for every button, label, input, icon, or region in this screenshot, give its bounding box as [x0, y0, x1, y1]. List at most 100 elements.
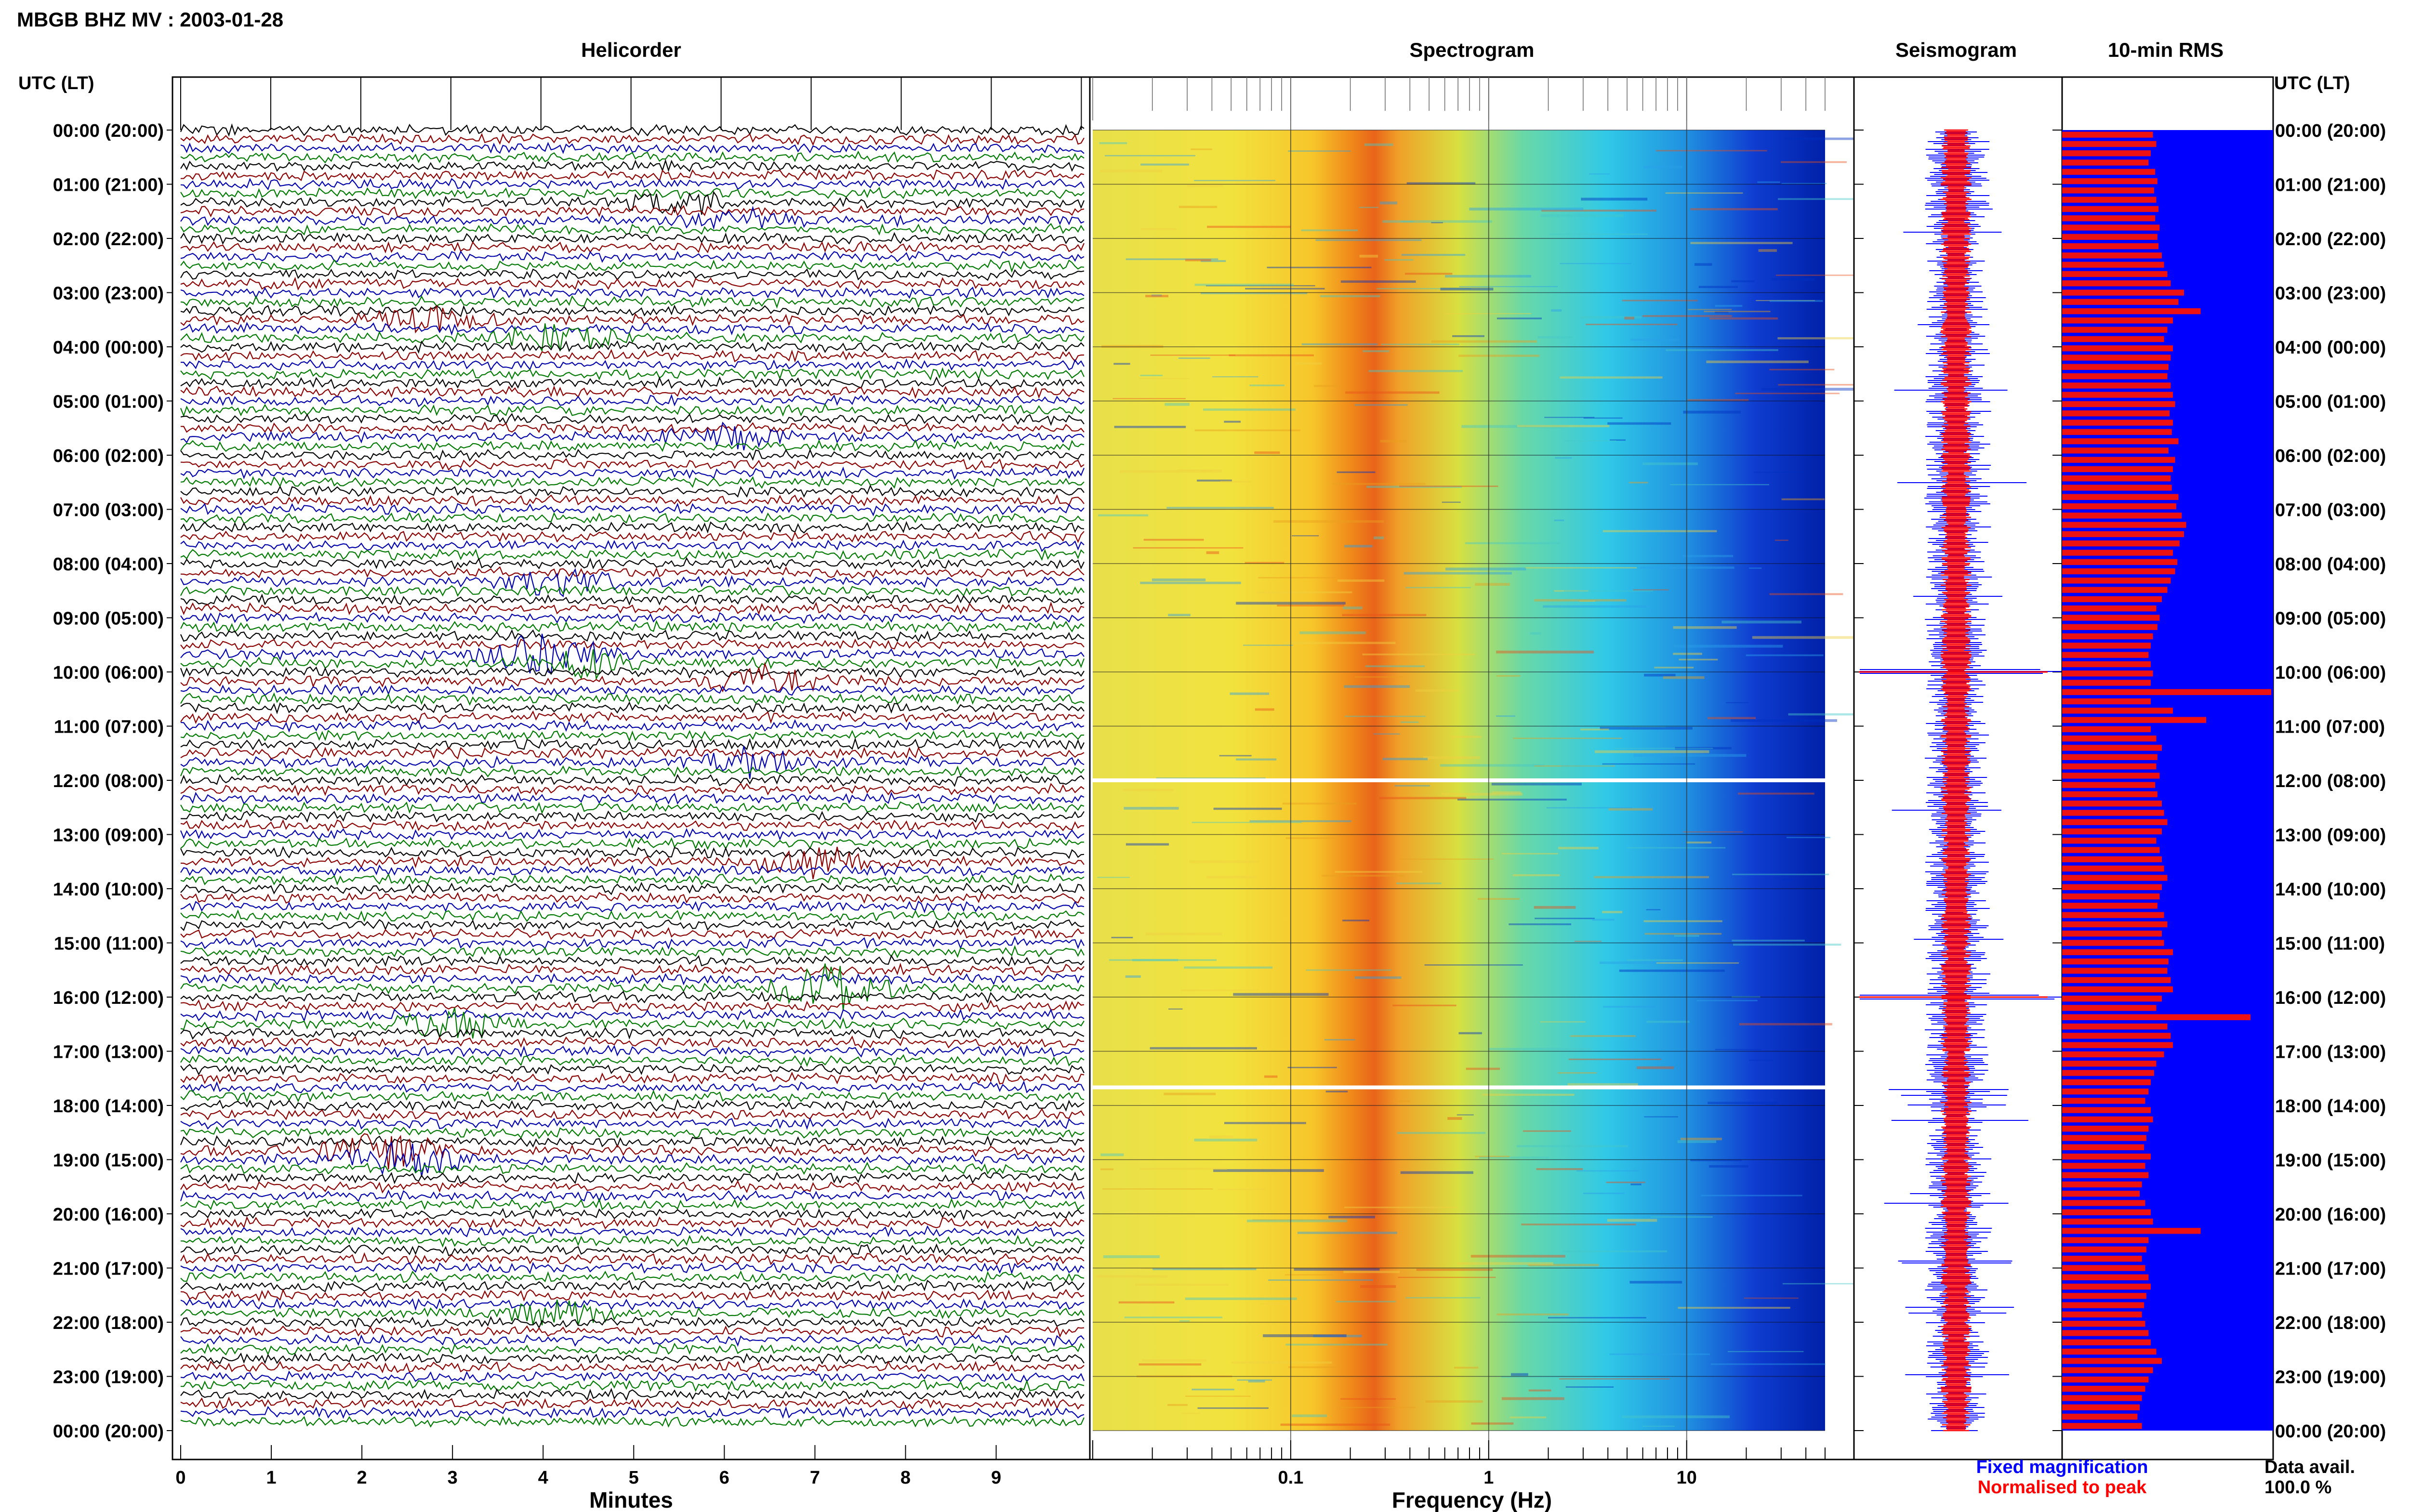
spectrogram-speckle	[1237, 1379, 1272, 1381]
helicorder-trace	[180, 206, 1085, 230]
spectrogram-speckle	[1642, 315, 1732, 317]
time-label-right: 00:00 (20:00)	[2275, 121, 2386, 141]
spectrogram-speckle	[1205, 285, 1315, 287]
spectrogram-speckle	[1530, 632, 1541, 635]
spectrogram-speckle	[1721, 620, 1801, 624]
spectrogram-speckle	[1594, 750, 1709, 753]
helicorder-tick-label: 5	[629, 1468, 639, 1488]
spectrogram-speckle	[1133, 547, 1244, 549]
helicorder-trace	[180, 1080, 1085, 1093]
time-label-right: 12:00 (08:00)	[2275, 771, 2386, 791]
rms-bar	[2062, 355, 2171, 361]
spectrogram-speckle	[1619, 969, 1725, 972]
spectrogram-speckle	[1769, 368, 1835, 370]
helicorder-trace	[180, 873, 1085, 886]
rms-bar	[2062, 717, 2206, 723]
spectrogram-speckle	[1551, 309, 1562, 312]
rms-bar	[2062, 522, 2186, 528]
rms-bar	[2062, 1200, 2145, 1206]
time-label-left: 20:00 (16:00)	[53, 1205, 164, 1225]
helicorder-tick-label: 4	[538, 1468, 548, 1488]
spectrogram-speckle	[1774, 539, 1788, 541]
rms-bar	[2062, 587, 2168, 593]
time-label-right: 19:00 (15:00)	[2275, 1151, 2386, 1171]
helicorder-trace	[180, 1252, 1085, 1265]
spectrogram-speckle	[1212, 376, 1258, 378]
spectrogram-speckle	[1400, 1171, 1473, 1174]
helicorder-trace	[180, 1270, 1085, 1284]
spectrogram-speckle	[1340, 280, 1416, 283]
rms-bar	[2062, 754, 2158, 760]
spectrogram-speckle	[1292, 1414, 1327, 1418]
helicorder-trace	[180, 1008, 1085, 1023]
helicorder-trace	[180, 737, 1085, 751]
helicorder-trace	[180, 1300, 1085, 1326]
spectrogram-speckle	[1785, 137, 1862, 140]
spectrogram-speckle	[1746, 654, 1824, 657]
rms-bar	[2062, 271, 2168, 277]
helicorder-trace	[180, 1141, 1085, 1177]
spectrogram-speckle	[1748, 1060, 1774, 1061]
helicorder-trace	[180, 1342, 1085, 1356]
spectrogram-speckle	[1560, 263, 1632, 264]
helicorder-trace	[180, 466, 1085, 480]
rms-bar	[2062, 345, 2173, 352]
spectrogram-speckle	[1470, 1255, 1565, 1258]
time-label-left: 11:00 (07:00)	[54, 717, 164, 737]
time-label-right: 17:00 (13:00)	[2275, 1042, 2386, 1063]
spectrogram-speckle	[1565, 1386, 1614, 1388]
seismogram-panel	[1853, 76, 2070, 1460]
spectrogram-speckle	[1673, 644, 1783, 648]
rms-bar	[2062, 578, 2171, 584]
helicorder-trace	[180, 191, 1085, 215]
spectrogram-speckle	[1102, 1188, 1213, 1190]
helicorder-trace	[180, 1197, 1085, 1212]
spectrogram-speckle	[1781, 161, 1847, 163]
spectrogram-speckle	[1629, 1281, 1682, 1284]
spectrogram-speckle	[1393, 1100, 1410, 1103]
helicorder-trace	[180, 521, 1085, 534]
time-label-left: 15:00 (11:00)	[54, 934, 164, 954]
helicorder-trace	[180, 909, 1085, 922]
spectrogram-speckle	[1191, 148, 1212, 150]
spectrogram-speckle	[1264, 1075, 1278, 1078]
spectrogram-speckle	[1284, 1274, 1334, 1275]
helicorder-trace	[180, 1288, 1085, 1302]
spectrogram-speckle	[1337, 471, 1376, 473]
spectrogram-speckle	[1528, 1389, 1551, 1392]
helicorder-trace	[180, 494, 1085, 507]
spectrogram-speckle	[1482, 1093, 1575, 1096]
spectrogram-speckle	[1406, 182, 1476, 184]
spectrogram-speckle	[1313, 385, 1338, 387]
rms-bar	[2062, 540, 2180, 547]
helicorder-tick-label: 2	[357, 1468, 367, 1488]
spectrogram-speckle	[1398, 1276, 1496, 1278]
spectrogram-speckle	[1180, 989, 1259, 991]
time-label-left: 02:00 (22:00)	[53, 229, 164, 250]
spectrogram-speckle	[1344, 1207, 1458, 1209]
rms-bar	[2062, 1144, 2144, 1150]
helicorder-trace	[180, 684, 1085, 697]
spectrogram-speckle	[1445, 275, 1531, 278]
spectrogram-speckle	[1125, 975, 1141, 978]
rms-bar	[2062, 736, 2157, 742]
spectrogram-speckle	[1540, 214, 1624, 217]
helicorder-trace	[180, 340, 1085, 354]
helicorder-trace	[180, 458, 1085, 471]
spectrogram-speckle	[1097, 877, 1130, 878]
helicorder-trace	[180, 1026, 1085, 1040]
spectrogram-speckle	[1178, 206, 1218, 208]
spectrogram-speckle	[1733, 944, 1841, 946]
spectrogram-speckle	[1475, 1156, 1510, 1157]
spectrogram-speckle	[1280, 1423, 1390, 1426]
spectrogram-speckle	[1207, 225, 1291, 228]
spectrogram-panel: 0.1 1 10	[1089, 76, 1892, 1488]
spectrogram-speckle	[1540, 1021, 1586, 1023]
rms-bar	[2062, 958, 2169, 965]
helicorder-trace	[180, 846, 1085, 859]
helicorder-trace	[180, 1099, 1085, 1112]
time-label-left: 21:00 (17:00)	[53, 1259, 164, 1279]
spectrogram-speckle	[1282, 642, 1396, 644]
helicorder-trace	[180, 530, 1085, 543]
rms-bar	[2062, 178, 2158, 184]
